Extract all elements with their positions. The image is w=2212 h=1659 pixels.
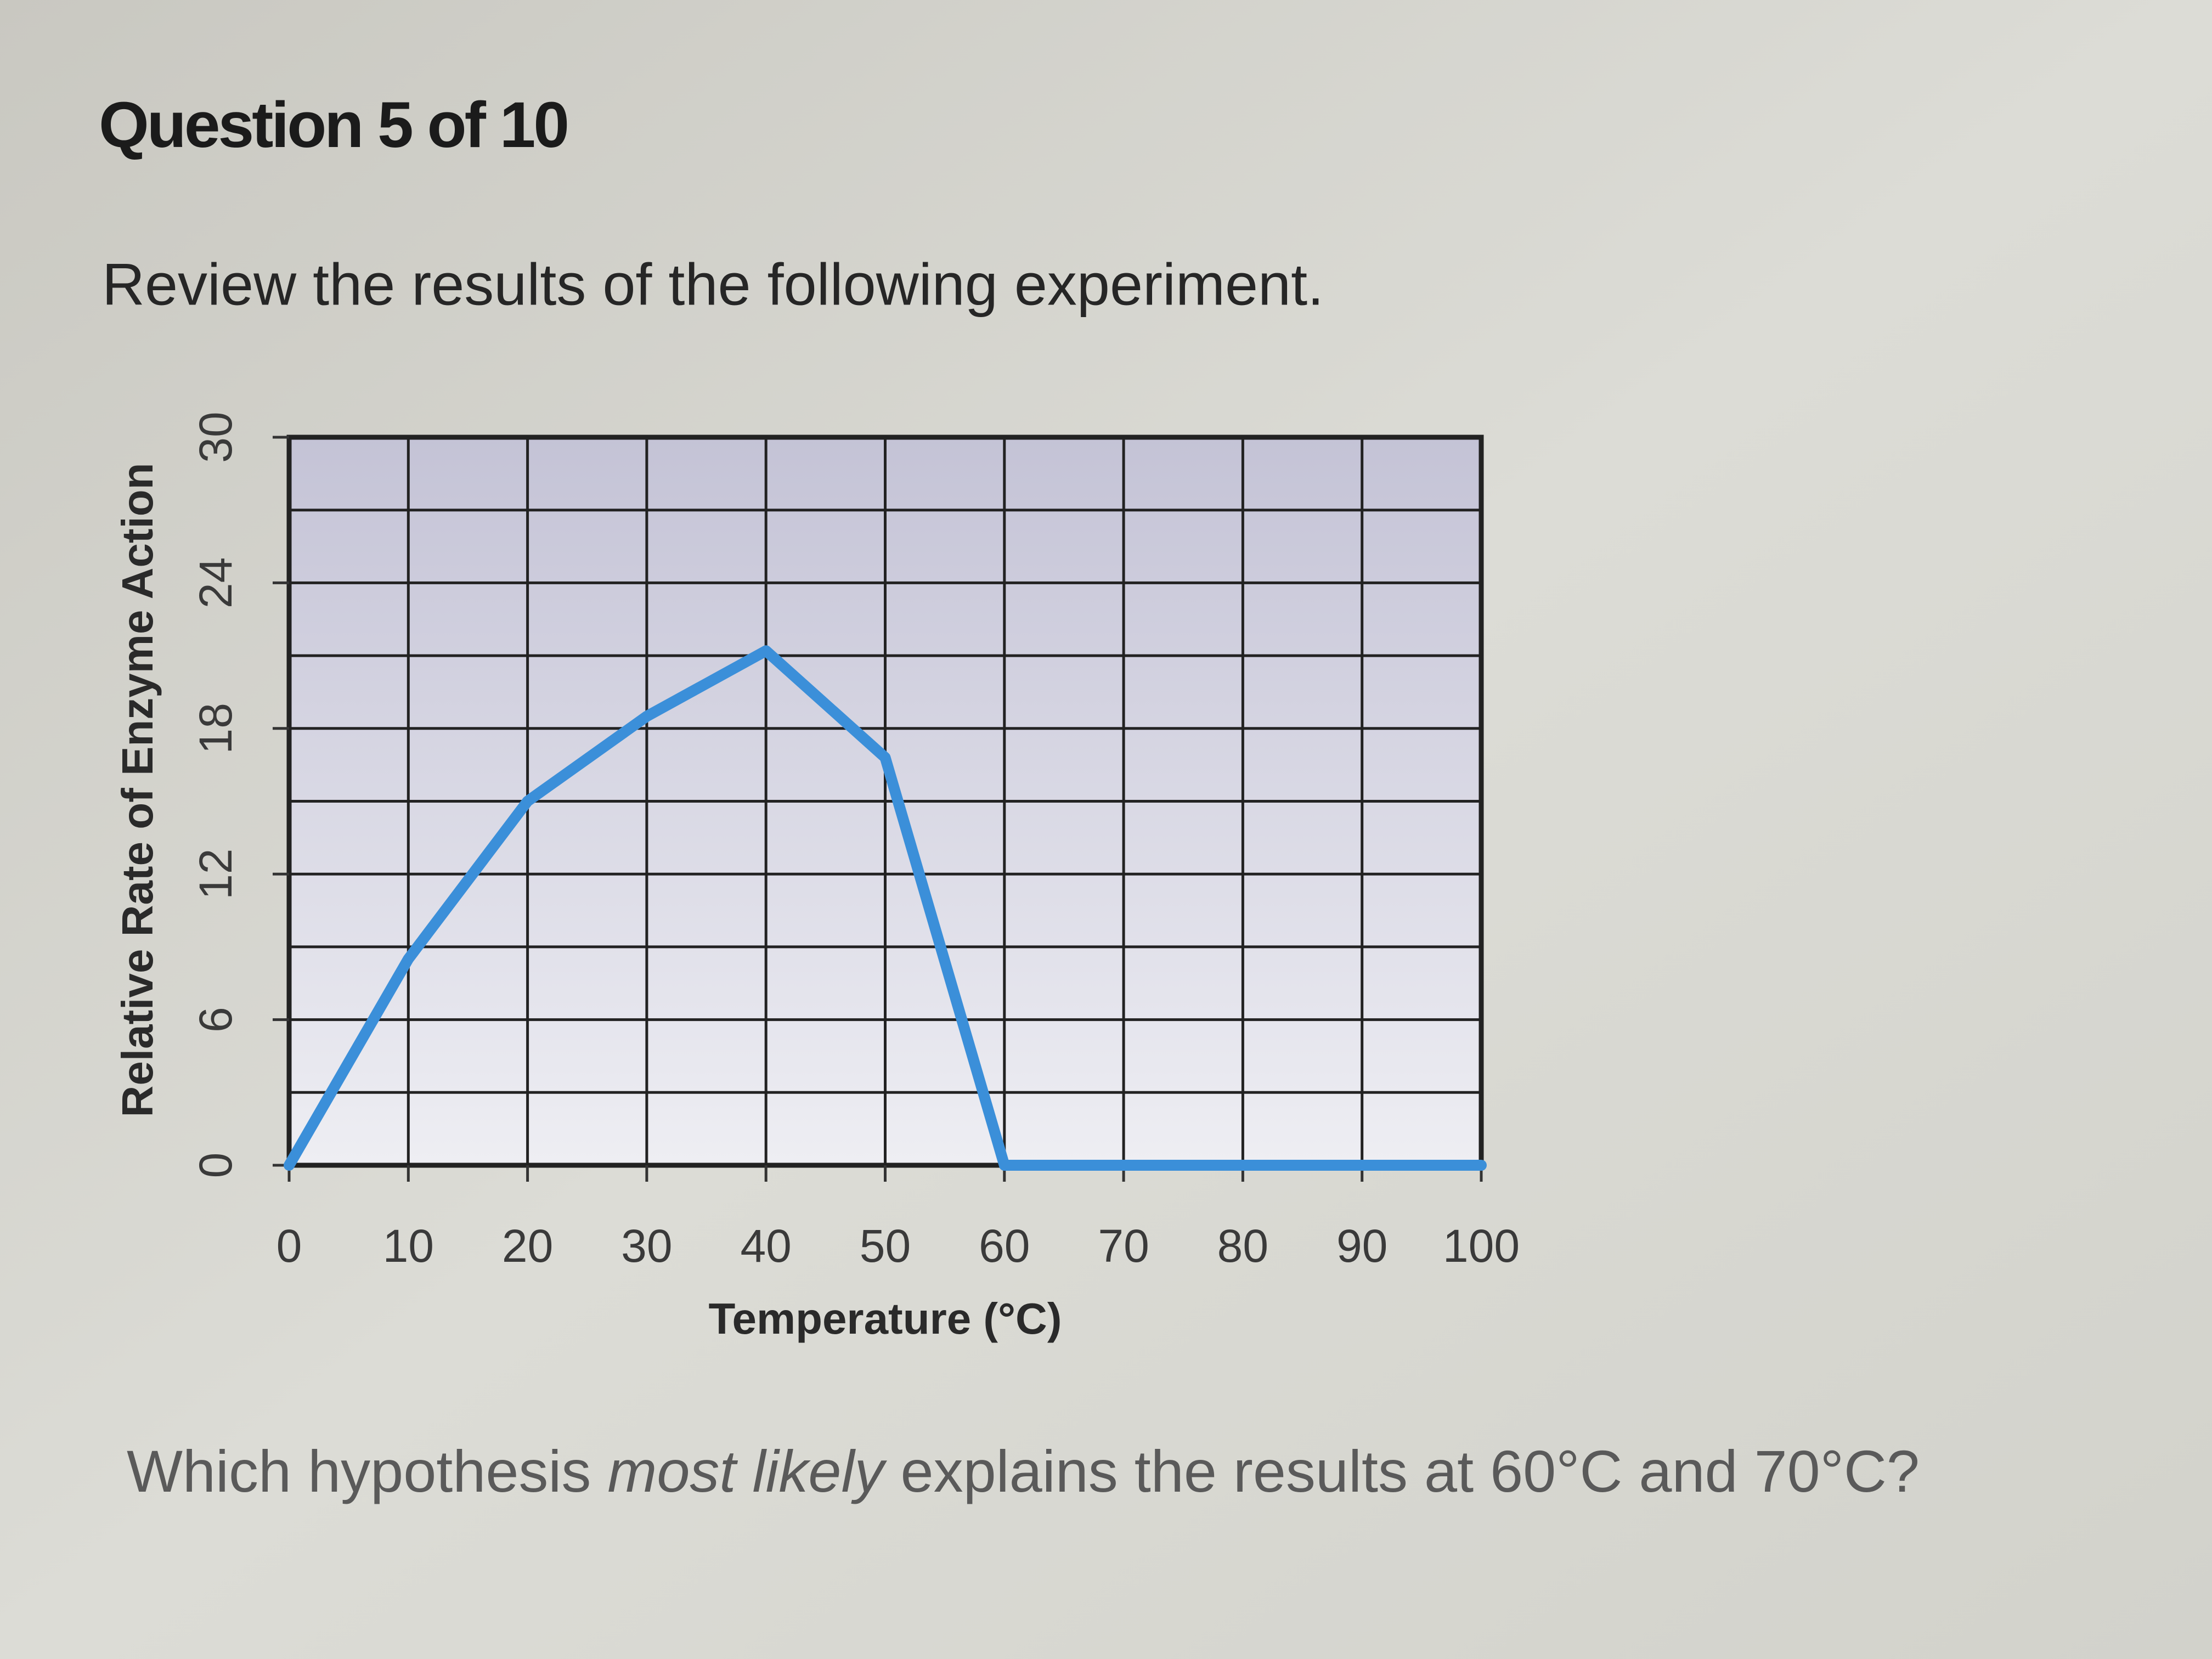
x-tick-label: 60 (979, 1220, 1030, 1272)
y-tick-label: 30 (190, 411, 241, 462)
question-number: Question 5 of 10 (99, 89, 567, 161)
y-tick-label: 24 (190, 557, 241, 608)
x-tick-label: 30 (621, 1220, 672, 1272)
y-tick-label: 12 (190, 848, 241, 899)
x-axis-label: Temperature (°C) (709, 1294, 1062, 1343)
question-part: explains the results at 60°C and 70°C? (884, 1438, 1920, 1504)
question-text: Which hypothesis most likely explains th… (127, 1438, 1920, 1504)
x-tick-label: 10 (383, 1220, 434, 1272)
x-tick-label: 50 (860, 1220, 911, 1272)
chart: 0 6 12 18 24 30 0 10 20 30 40 50 60 70 80 90 100 Temperat… (113, 411, 1520, 1343)
x-tick-label: 20 (502, 1220, 553, 1272)
x-tick-label: 70 (1098, 1220, 1149, 1272)
x-tick-label: 0 (276, 1220, 302, 1272)
y-tick-label: 6 (190, 1007, 241, 1032)
x-tick-label: 100 (1443, 1220, 1520, 1272)
x-tick-label: 80 (1217, 1220, 1268, 1272)
prompt: Review the results of the following expe… (102, 251, 1324, 318)
y-tick-label: 0 (190, 1153, 241, 1178)
x-tick-label: 90 (1336, 1220, 1387, 1272)
y-axis-label: Relative Rate of Enzyme Action (113, 463, 162, 1118)
question-part: Which hypothesis (127, 1438, 607, 1504)
question-emphasis: most likely (607, 1438, 887, 1504)
y-tick-label: 18 (190, 703, 241, 754)
x-tick-label: 40 (740, 1220, 791, 1272)
data-line (284, 645, 1487, 1171)
